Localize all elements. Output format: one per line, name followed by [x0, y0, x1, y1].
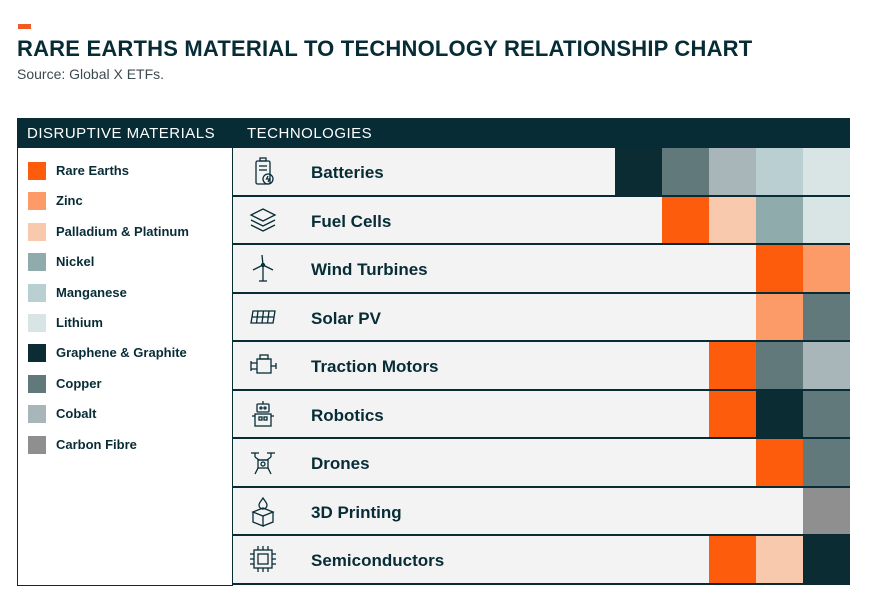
technology-label: 3D Printing: [311, 502, 402, 522]
material-cell: [756, 245, 803, 292]
material-cell: [756, 439, 803, 486]
material-cell: [709, 342, 756, 389]
material-cell: [756, 293, 803, 340]
chip-icon: [247, 543, 279, 575]
technology-row: Batteries: [233, 148, 850, 197]
legend-swatch: [28, 435, 46, 454]
material-cell: [803, 439, 850, 486]
chart-title: RARE EARTHS MATERIAL TO TECHNOLOGY RELAT…: [17, 36, 753, 61]
material-cell: [803, 196, 850, 243]
robot-icon: [247, 398, 279, 430]
technology-label: Batteries: [311, 163, 384, 182]
legend-swatch: [28, 314, 46, 332]
technology-row: 3D Printing: [233, 487, 850, 536]
legend-label: Cobalt: [56, 406, 97, 422]
material-cell: [756, 342, 803, 389]
technology-row: Robotics: [233, 390, 850, 439]
material-cell: [709, 390, 756, 437]
legend-label: Copper: [56, 375, 102, 391]
technology-label: Wind Turbines: [311, 260, 428, 279]
material-cell: [803, 342, 850, 389]
technologies-header: TECHNOLOGIES: [247, 125, 373, 142]
material-cell: [615, 148, 662, 195]
material-cell: [756, 196, 803, 243]
material-cell: [803, 148, 850, 195]
technology-row: Solar PV: [233, 293, 850, 342]
technology-row: Semiconductors: [233, 536, 850, 585]
motor-icon: [247, 349, 279, 381]
3d-printing-icon: [247, 495, 279, 527]
battery-icon: [247, 155, 279, 187]
title-accent-bar: [18, 24, 31, 29]
wind-turbine-icon: [247, 252, 279, 284]
material-cell: [803, 487, 850, 534]
legend-label: Graphene & Graphite: [56, 345, 187, 361]
legend-label: Carbon Fibre: [56, 436, 137, 452]
layers-icon: [247, 204, 279, 236]
legend-swatch: [28, 283, 46, 302]
material-cell: [803, 245, 850, 292]
materials-header: DISRUPTIVE MATERIALS: [27, 125, 216, 142]
drone-icon: [247, 446, 279, 478]
material-cell: [756, 390, 803, 437]
legend-swatch: [28, 192, 46, 211]
technology-row: Fuel Cells: [233, 196, 850, 245]
legend-label: Manganese: [56, 284, 127, 300]
material-cell: [709, 196, 756, 243]
legend-label: Nickel: [56, 254, 95, 270]
legend-label: Zinc: [56, 193, 83, 209]
material-cell: [709, 148, 756, 195]
legend-label: Rare Earths: [56, 163, 129, 178]
material-cell: [756, 536, 803, 583]
chart-source: Source: Global X ETFs.: [17, 66, 165, 82]
materials-legend: Rare Earths Zinc Palladium & Platinum Nicke…: [17, 148, 233, 586]
technology-row: Drones: [233, 439, 850, 488]
legend-label: Lithium: [56, 315, 103, 330]
legend-swatch: [28, 344, 46, 363]
technology-label: Drones: [311, 454, 370, 473]
material-cell: [756, 148, 803, 195]
material-cell: [803, 390, 850, 437]
technology-row: Traction Motors: [233, 342, 850, 391]
technology-label: Fuel Cells: [311, 211, 392, 231]
legend-swatch: [28, 162, 46, 180]
technology-label: Solar PV: [311, 308, 381, 328]
technology-row: Wind Turbines: [233, 245, 850, 294]
legend-label: Palladium & Platinum: [56, 223, 189, 239]
material-cell: [803, 293, 850, 340]
legend-swatch: [28, 222, 46, 241]
solar-panel-icon: [247, 301, 279, 333]
material-cell: [803, 536, 850, 583]
material-cell: [709, 536, 756, 583]
material-cell: [662, 148, 709, 195]
technology-label: Robotics: [311, 405, 384, 425]
legend-swatch: [28, 405, 46, 424]
legend-swatch: [28, 253, 46, 272]
table-header: DISRUPTIVE MATERIALS TECHNOLOGIES: [17, 118, 850, 148]
legend-swatch: [28, 374, 46, 393]
material-cell: [662, 196, 709, 243]
technology-label: Traction Motors: [311, 357, 439, 376]
technology-label: Semiconductors: [311, 551, 445, 570]
